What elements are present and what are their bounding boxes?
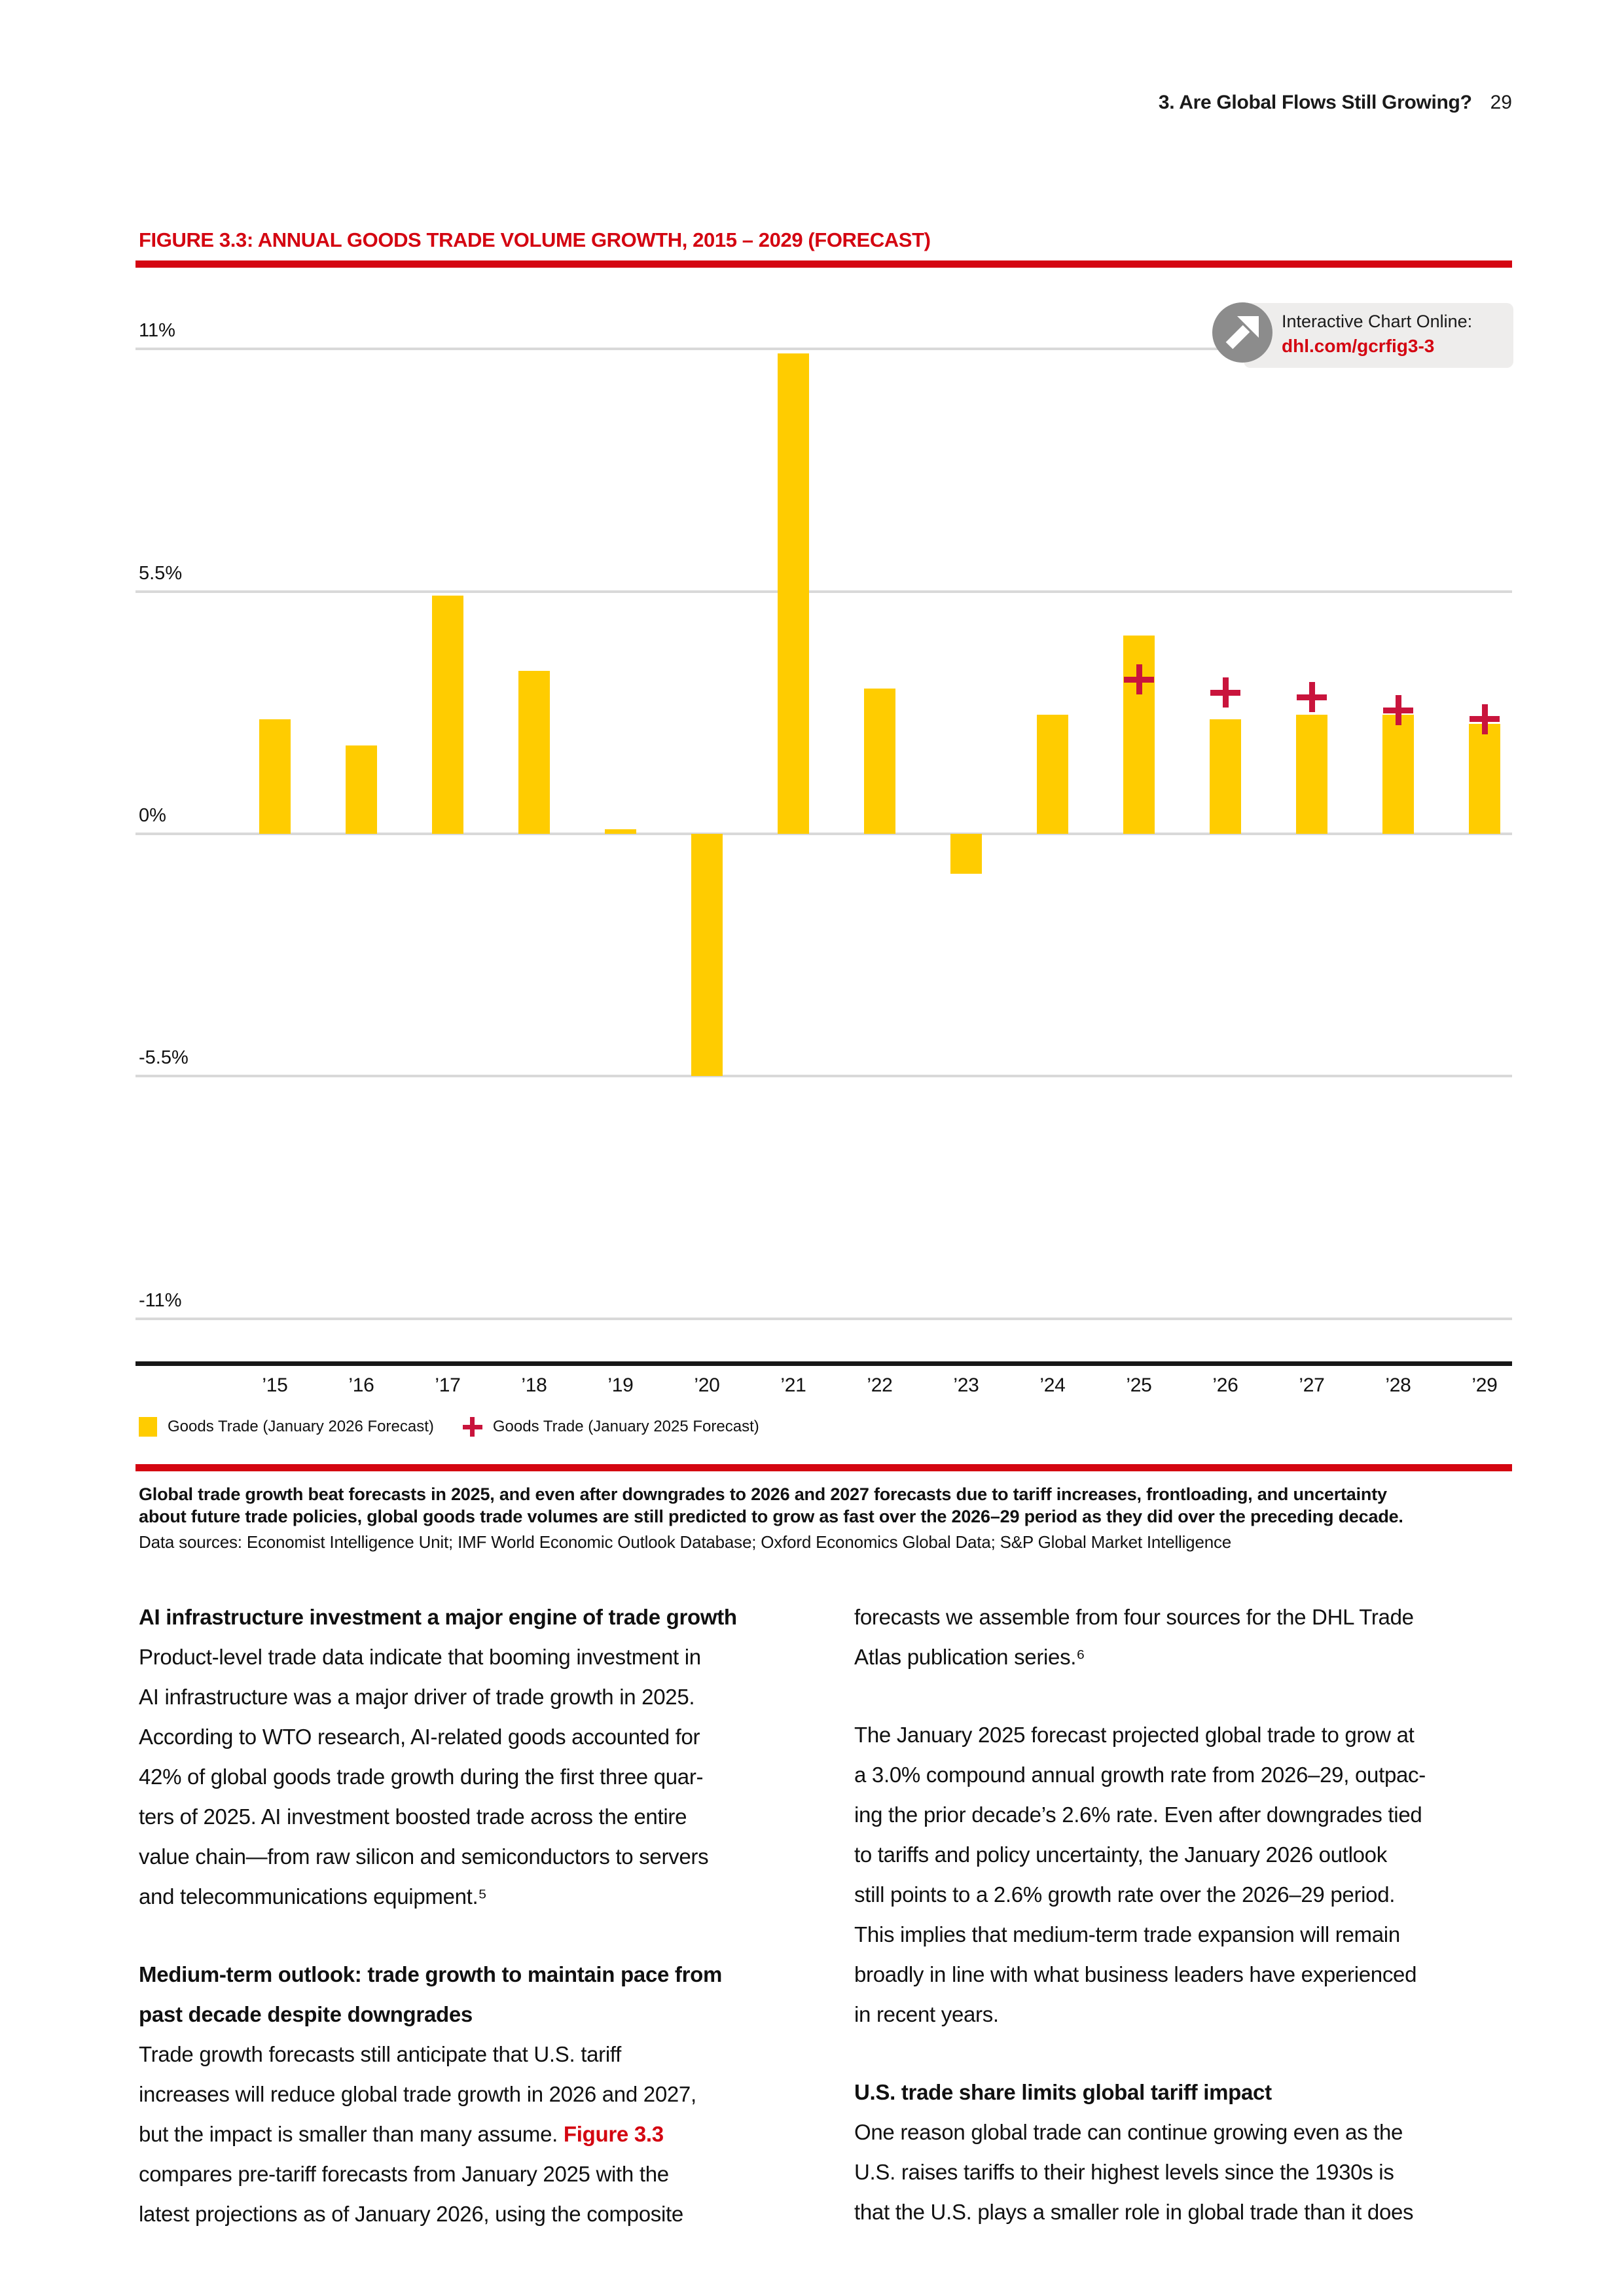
x-axis-year-label: ’20 (694, 1374, 720, 1396)
body-heading: Medium-term outlook: trade growth to mai… (139, 1962, 723, 2026)
section-title: 3. Are Global Flows Still Growing? (1158, 92, 1472, 113)
x-axis-year-label: ’23 (953, 1374, 979, 1396)
caption-rule (135, 1464, 1512, 1471)
plus-marker-’25 (1124, 664, 1154, 695)
bar-’23 (950, 834, 982, 874)
legend-square-swatch (139, 1417, 157, 1437)
x-axis-year-label: ’24 (1039, 1374, 1066, 1396)
plus-marker-’28 (1383, 695, 1413, 726)
data-sources: Data sources: Economist Intelligence Uni… (139, 1532, 1232, 1552)
bar-’17 (432, 596, 463, 834)
x-axis-year-label: ’17 (435, 1374, 461, 1396)
bar-’18 (518, 670, 550, 834)
bar-’20 (691, 834, 723, 1077)
paragraph-text: Trade growth forecasts still anticipate … (139, 2042, 696, 2146)
figure-caption: Global trade growth beat forecasts in 20… (139, 1484, 1403, 1526)
legend-plus-swatch (462, 1417, 482, 1437)
body-heading: U.S. trade share limits global tariff im… (854, 2080, 1272, 2104)
gridline-11% (135, 348, 1512, 351)
gridline--11% (135, 1317, 1512, 1320)
plus-marker-’26 (1210, 677, 1240, 708)
body-column-right: forecasts we assemble from four sources … (854, 1597, 1528, 2270)
title-rule (135, 260, 1512, 268)
badge-label: Interactive Chart Online: (1282, 312, 1473, 331)
bar-’24 (1037, 715, 1068, 834)
y-axis-tick-label: -5.5% (139, 1047, 189, 1069)
x-axis-year-label: ’26 (1212, 1374, 1238, 1396)
x-axis-year-label: ’27 (1299, 1374, 1325, 1396)
bar-’29 (1469, 723, 1500, 834)
page-number: 29 (1490, 92, 1512, 113)
x-axis-year-label: ’25 (1126, 1374, 1152, 1396)
x-axis-year-label: ’18 (521, 1374, 547, 1396)
plus-marker-’29 (1470, 704, 1500, 734)
legend-label: Goods Trade (January 2026 Forecast) (168, 1418, 434, 1435)
body-paragraph: Product-level trade data indicate that b… (139, 1645, 709, 1909)
bar-’26 (1210, 719, 1241, 834)
x-axis-year-label: ’15 (262, 1374, 288, 1396)
body-paragraph: Trade growth forecasts still anticipate … (139, 2034, 823, 2234)
body-paragraph: The January 2025 forecast projected glob… (854, 1723, 1426, 2026)
legend-item: Goods Trade (January 2025 Forecast) (462, 1417, 759, 1437)
gridline-5.5% (135, 590, 1512, 593)
bar-’16 (346, 745, 377, 834)
page-header: 3. Are Global Flows Still Growing? 29 (139, 92, 1512, 114)
x-axis-year-label: ’22 (867, 1374, 893, 1396)
bar-’27 (1296, 715, 1327, 834)
chart-legend: Goods Trade (January 2026 Forecast) Goods… (139, 1417, 775, 1437)
x-axis-year-label: ’29 (1471, 1374, 1498, 1396)
body-column-left: AI infrastructure investment a major eng… (139, 1597, 823, 2272)
body-heading: AI infrastructure investment a major eng… (139, 1605, 737, 1629)
gridline-0% (135, 833, 1512, 835)
y-axis-tick-label: 0% (139, 805, 166, 826)
x-axis-year-label: ’21 (780, 1374, 806, 1396)
gridline--5.5% (135, 1075, 1512, 1078)
bar-’22 (864, 688, 895, 834)
legend-item: Goods Trade (January 2026 Forecast) (139, 1417, 434, 1437)
body-paragraph: One reason global trade can continue gro… (854, 2120, 1414, 2224)
interactive-chart-badge[interactable]: Interactive Chart Online: dhl.com/gcrfig… (1244, 303, 1513, 368)
body-section: Medium-term outlook: trade growth to mai… (139, 1954, 823, 2234)
x-axis-year-label: ’19 (607, 1374, 634, 1396)
bar-’21 (778, 353, 809, 834)
plus-marker-’27 (1297, 682, 1327, 713)
body-section: forecasts we assemble from four sources … (854, 1597, 1528, 1677)
x-axis-year-label: ’28 (1385, 1374, 1411, 1396)
figure-title: FIGURE 3.3: ANNUAL GOODS TRADE VOLUME GR… (139, 228, 931, 251)
x-axis-year-label: ’16 (348, 1374, 374, 1396)
y-axis-tick-label: -11% (139, 1289, 182, 1311)
bar-’19 (605, 829, 636, 834)
bar-’28 (1382, 715, 1414, 834)
legend-label: Goods Trade (January 2025 Forecast) (492, 1418, 759, 1435)
badge-link[interactable]: dhl.com/gcrfig3-3 (1282, 336, 1435, 356)
bar-’15 (259, 719, 291, 834)
x-axis-line (135, 1361, 1512, 1366)
body-paragraph: forecasts we assemble from four sources … (854, 1605, 1414, 1669)
body-section: U.S. trade share limits global tariff im… (854, 2072, 1528, 2232)
body-section: The January 2025 forecast projected glob… (854, 1715, 1528, 2034)
arrow-up-right-icon (1212, 302, 1272, 363)
y-axis-tick-label: 5.5% (139, 562, 183, 584)
body-section: AI infrastructure investment a major eng… (139, 1597, 823, 1916)
figure-reference-link[interactable]: Figure 3.3 (563, 2122, 664, 2146)
paragraph-text: compares pre-tariff forecasts from Janua… (139, 2162, 683, 2226)
y-axis-tick-label: 11% (139, 320, 175, 342)
